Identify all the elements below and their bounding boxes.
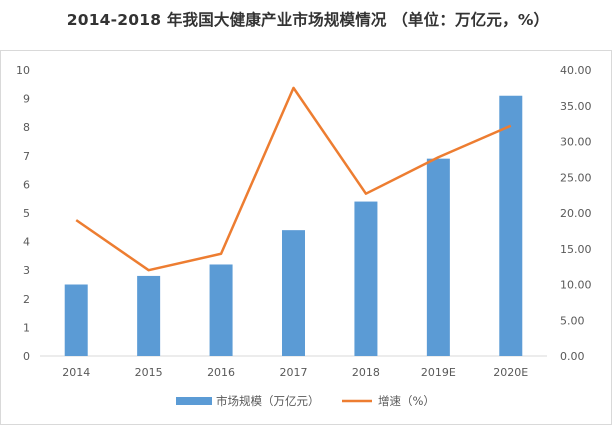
legend-label-bar: 市场规模（万亿元） <box>216 394 320 408</box>
left-axis-ticks: 0 1 2 3 4 5 6 7 8 9 10 <box>16 64 30 363</box>
bar-2014 <box>64 284 88 356</box>
right-axis-ticks: 0.00 5.00 10.00 15.00 20.00 25.00 30.00 35.00 40… <box>560 64 592 363</box>
right-tick-label: 5.00 <box>560 314 585 327</box>
left-tick-label: 0 <box>23 350 30 363</box>
bar-2017 <box>282 230 305 356</box>
left-tick-label: 2 <box>23 293 30 306</box>
x-tick-label: 2017 <box>280 366 308 379</box>
line-series <box>75 86 512 272</box>
legend-swatch-bar <box>176 397 212 405</box>
left-tick-label: 5 <box>23 207 30 220</box>
chart-title: 2014-2018 年我国大健康产业市场规模情况 （单位：万亿元，%） <box>66 11 550 29</box>
left-tick-label: 6 <box>23 178 30 191</box>
x-tick-label: 2015 <box>135 366 163 379</box>
left-tick-label: 4 <box>23 236 30 249</box>
bar-2020E <box>499 95 523 357</box>
x-tick-label: 2020E <box>493 366 528 379</box>
left-tick-label: 3 <box>23 264 30 277</box>
x-tick-label: 2016 <box>207 366 235 379</box>
bar-2019E <box>426 158 450 356</box>
x-axis-ticks: 2014 2015 2016 2017 2018 2019E 2020E <box>62 366 528 379</box>
bar-2015 <box>137 275 161 356</box>
bar-series <box>64 95 523 357</box>
right-tick-label: 30.00 <box>560 136 592 149</box>
left-tick-label: 10 <box>16 64 30 77</box>
legend-label-line: 增速（%） <box>378 394 435 408</box>
left-tick-label: 7 <box>23 150 30 163</box>
chart-frame <box>0 50 612 425</box>
right-tick-label: 40.00 <box>560 64 592 77</box>
x-tick-label: 2014 <box>62 366 90 379</box>
x-tick-label: 2018 <box>352 366 380 379</box>
right-tick-label: 35.00 <box>560 100 592 113</box>
right-tick-label: 0.00 <box>560 350 585 363</box>
left-tick-label: 9 <box>23 93 30 106</box>
right-tick-label: 20.00 <box>560 207 592 220</box>
bar-2016 <box>209 264 233 356</box>
x-tick-label: 2019E <box>421 366 456 379</box>
bar-2018 <box>354 201 378 356</box>
right-tick-label: 10.00 <box>560 279 592 292</box>
left-tick-label: 8 <box>23 121 30 134</box>
legend: 市场规模（万亿元） 增速（%） <box>176 394 435 408</box>
right-tick-label: 25.00 <box>560 171 592 184</box>
left-tick-label: 1 <box>23 321 30 334</box>
right-tick-label: 15.00 <box>560 243 592 256</box>
